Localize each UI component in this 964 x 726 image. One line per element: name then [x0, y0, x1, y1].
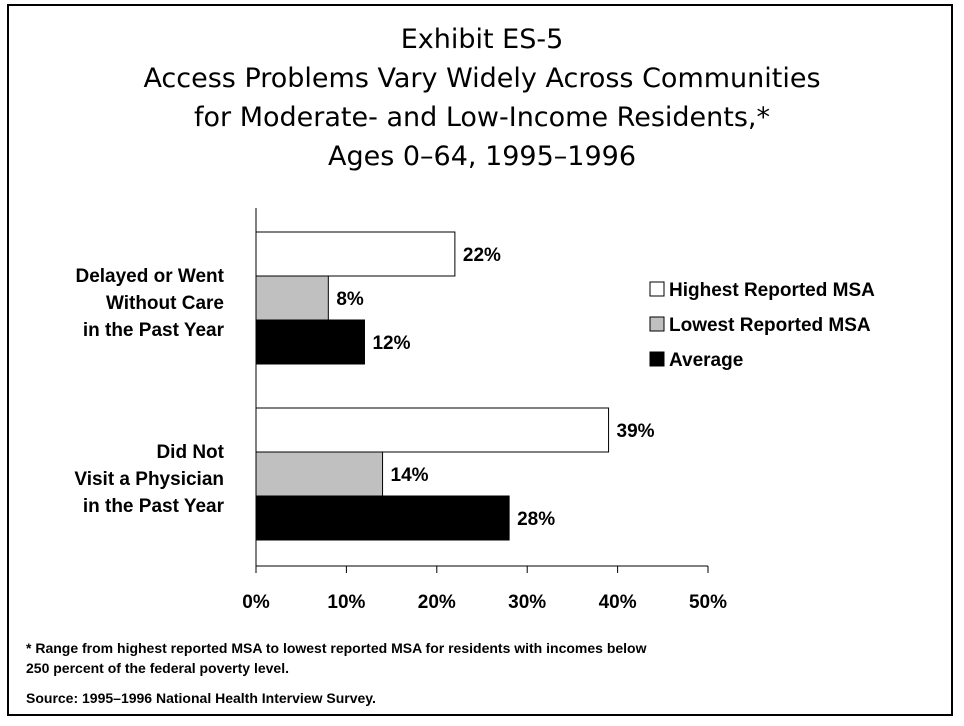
category-label-1-line-2: in the Past Year [83, 496, 225, 517]
legend-label-average: Average [669, 350, 743, 371]
bar-lowest-0 [255, 275, 329, 321]
title-line-2: Access Problems Vary Widely Across Commu… [143, 63, 821, 94]
legend-swatch-lowest [649, 316, 665, 332]
category-label-1-line-0: Did Not [156, 442, 224, 463]
chart-frame [7, 4, 953, 716]
data-label-average-1: 28% [517, 509, 555, 530]
x-tick-label-0: 0% [242, 592, 270, 613]
source-note: Source: 1995–1996 National Health Interv… [26, 690, 376, 706]
data-label-lowest-0: 8% [336, 289, 364, 310]
data-label-average-0: 12% [372, 333, 410, 354]
category-label-0-line-2: in the Past Year [83, 320, 225, 341]
category-label-0-line-0: Delayed or Went [75, 266, 224, 287]
legend-label-lowest: Lowest Reported MSA [669, 315, 871, 336]
x-tick-label-50: 50% [689, 592, 727, 613]
bar-average-1 [255, 495, 510, 541]
footnote-line-2: 250 percent of the federal poverty level… [26, 660, 289, 676]
category-label-0-line-1: Without Care [106, 293, 224, 314]
bar-average-0 [255, 319, 365, 365]
bar-lowest-1 [255, 451, 384, 497]
data-label-lowest-1: 14% [391, 465, 429, 486]
category-label-1-line-1: Visit a Physician [74, 469, 224, 490]
title-line-3: for Moderate- and Low-Income Residents,* [194, 102, 770, 133]
data-label-highest-1: 39% [617, 421, 655, 442]
title-line-1: Exhibit ES-5 [400, 24, 564, 55]
data-label-highest-0: 22% [463, 245, 501, 266]
x-tick-label-30: 30% [508, 592, 546, 613]
x-tick-label-10: 10% [327, 592, 365, 613]
legend-label-highest: Highest Reported MSA [669, 280, 875, 301]
bar-highest-0 [255, 231, 456, 277]
x-tick-label-40: 40% [599, 592, 637, 613]
legend-swatch-highest [649, 281, 665, 297]
bar-highest-1 [255, 407, 610, 453]
legend-swatch-average [649, 351, 665, 367]
x-tick-label-20: 20% [418, 592, 456, 613]
footnote-line-1: * Range from highest reported MSA to low… [26, 640, 647, 656]
chart-title: Exhibit ES-5 Access Problems Vary Widely… [0, 20, 964, 176]
title-line-4: Ages 0–64, 1995–1996 [328, 141, 636, 172]
